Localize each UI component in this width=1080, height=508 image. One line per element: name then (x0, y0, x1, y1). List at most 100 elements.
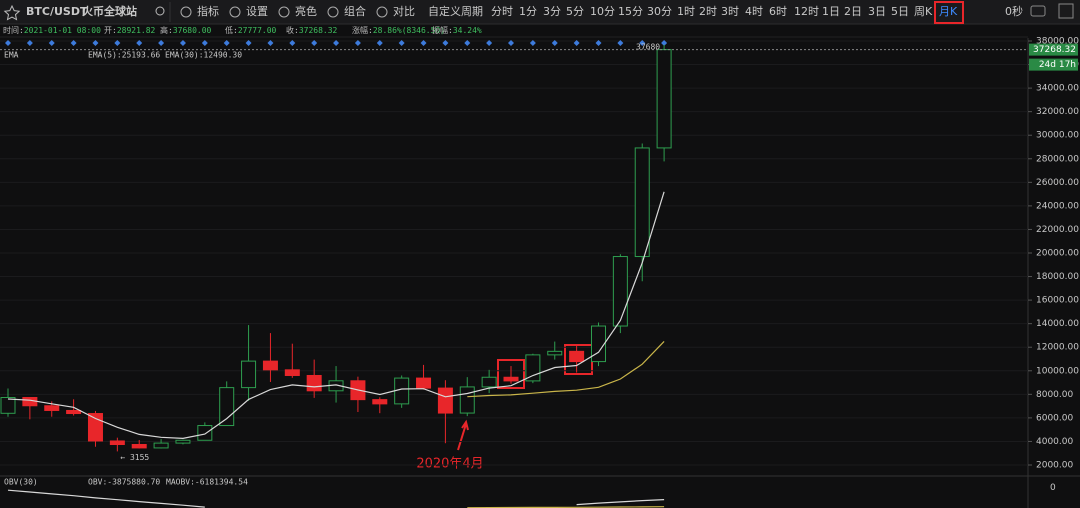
menu-icon (327, 6, 339, 18)
candle-body (66, 409, 82, 415)
annotation: 2020年4月 (416, 457, 483, 472)
y-tick-label: 8000.00 (1036, 390, 1073, 400)
candle-body (612, 256, 628, 327)
menu-item[interactable]: 对比 (393, 4, 415, 18)
marker-diamond (486, 40, 493, 46)
y-tick-label: 18000.00 (1036, 272, 1079, 282)
marker-diamond (376, 40, 383, 46)
info-label: 高: (160, 25, 173, 35)
info-item: 涨幅:28.86%(8346.50) (352, 25, 445, 35)
period-button[interactable]: 5分 (566, 5, 584, 18)
high-marker: 37680 (636, 42, 660, 51)
menu-icon (229, 6, 241, 18)
marker-diamond (201, 40, 208, 46)
menu-item[interactable]: 亮色 (295, 4, 317, 18)
period-button[interactable]: 分时 (491, 5, 513, 18)
candle-body (590, 325, 606, 363)
obv-tick-label: 0 (1050, 483, 1056, 493)
marker-diamond (508, 40, 515, 46)
indicator-name: EMA (4, 51, 19, 60)
custom-period[interactable]: 自定义周期 (428, 4, 483, 18)
candle-body (262, 360, 278, 371)
period-button[interactable]: 10分 (590, 5, 615, 18)
y-tick-label: 34000.00 (1036, 84, 1079, 94)
period-button[interactable]: 2时 (699, 5, 717, 18)
candle-body (0, 397, 16, 414)
period-button[interactable]: 3日 (868, 5, 886, 18)
info-value: 2021-01-01 08:00 (24, 26, 101, 35)
marker-diamond (267, 40, 274, 46)
info-item: 开:28921.82 (104, 26, 156, 35)
marker-diamond (179, 40, 186, 46)
camera-icon[interactable] (1030, 5, 1046, 17)
y-tick-label: 38000.00 (1036, 36, 1079, 46)
y-tick-label: 4000.00 (1036, 437, 1073, 447)
countdown-label: 24d 17h (1039, 60, 1076, 70)
period-button[interactable]: 6时 (769, 5, 787, 18)
marker-diamond (639, 40, 646, 46)
y-tick-label: 16000.00 (1036, 296, 1079, 306)
menu-item[interactable]: 指标 (197, 4, 219, 18)
period-button[interactable]: 5日 (891, 5, 909, 18)
candle-body (44, 405, 60, 411)
marker-diamond (92, 40, 99, 46)
marker-diamond (464, 40, 471, 46)
marker-diamond (5, 40, 11, 46)
price-tag (1029, 43, 1078, 56)
period-button[interactable]: 1分 (519, 5, 537, 18)
period-button[interactable]: 12时 (794, 5, 819, 18)
period-button[interactable]: 4时 (745, 5, 763, 18)
search-icon[interactable] (155, 6, 165, 16)
candle-body (284, 369, 300, 376)
info-label: 振幅: (432, 25, 453, 35)
candle-body (416, 377, 432, 389)
info-value: 28921.82 (117, 26, 156, 35)
marker-diamond (398, 40, 405, 46)
legend-entry: EMA(30):12490.30 (165, 51, 242, 60)
favorite-star[interactable] (3, 4, 21, 21)
candle-body (131, 444, 147, 449)
info-value: 37680.00 (173, 26, 212, 35)
exchange: 火币全球站 (82, 4, 137, 18)
indicator-line (467, 340, 665, 398)
menu-item[interactable]: 设置 (246, 5, 268, 18)
period-button[interactable]: 2日 (844, 5, 862, 18)
symbol: BTC/USDT (26, 5, 88, 18)
period-button[interactable]: 30分 (647, 5, 672, 18)
countdown: 0秒 (1005, 4, 1023, 18)
marker-diamond (573, 40, 580, 46)
y-tick-label: 14000.00 (1036, 319, 1079, 329)
marker-diamond (529, 40, 536, 46)
menu-item[interactable]: 组合 (344, 4, 366, 18)
period-button[interactable]: 3时 (721, 5, 739, 18)
marker-diamond (245, 40, 252, 46)
menu-icon (278, 6, 290, 18)
period-button[interactable]: 1时 (677, 5, 695, 18)
period-button[interactable]: 15分 (618, 5, 643, 18)
marker-diamond (333, 40, 340, 46)
obv-legend: OBV:-3875880.70 (88, 478, 160, 487)
period-button[interactable]: 3分 (543, 5, 561, 18)
highlight-box (934, 1, 964, 24)
countdown-tag (1029, 58, 1078, 71)
info-value: 28.86%(8346.50) (373, 26, 445, 35)
marker-diamond (26, 40, 33, 46)
candle-body (175, 439, 191, 444)
marker-diamond (158, 40, 165, 46)
period-button[interactable]: 月K (939, 5, 958, 18)
candle-body (22, 397, 38, 407)
period-button[interactable]: 周K (914, 5, 933, 18)
y-tick-label: 30000.00 (1036, 131, 1079, 141)
fullscreen-icon[interactable] (1058, 3, 1074, 19)
info-item: 收:37268.32 (286, 25, 338, 35)
info-label: 涨幅: (352, 25, 373, 35)
candle-body (87, 413, 103, 442)
info-item: 时间:2021-01-01 08:00 (3, 25, 101, 35)
marker-diamond (70, 40, 77, 46)
y-tick-label: 6000.00 (1036, 413, 1073, 423)
indicator-line (7, 489, 665, 508)
candle-body (109, 440, 125, 446)
menu-icon (180, 6, 192, 18)
period-button[interactable]: 1日 (822, 5, 840, 18)
